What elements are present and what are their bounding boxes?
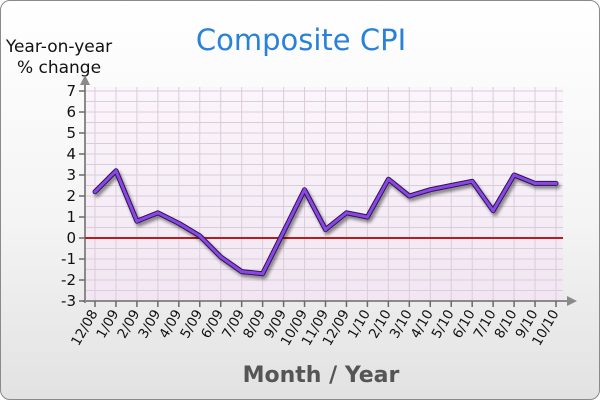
data-point	[512, 173, 516, 177]
data-point	[428, 188, 432, 192]
data-point	[156, 211, 160, 215]
data-point	[533, 181, 537, 185]
y-axis-arrow	[80, 75, 90, 85]
data-point	[281, 230, 286, 234]
data-point	[177, 221, 181, 225]
chart-title: Composite CPI	[195, 23, 407, 57]
y-tick-label: 2	[66, 187, 76, 205]
y-axis-label-line-1: Year-on-year	[5, 37, 113, 57]
data-point	[554, 181, 558, 185]
y-tick-label: 5	[66, 124, 76, 142]
data-point	[261, 272, 265, 276]
data-point	[219, 255, 223, 259]
y-axis-label-line-2: % change	[16, 58, 102, 78]
y-tick-label: 4	[66, 145, 76, 163]
data-point	[365, 215, 370, 219]
data-point	[323, 228, 328, 232]
plot-background	[85, 87, 563, 301]
y-tick-label: 7	[66, 82, 76, 100]
data-point	[470, 179, 474, 183]
y-tick-label: 1	[66, 208, 76, 226]
y-tick-label: 0	[66, 229, 76, 247]
x-axis-label: Month / Year	[242, 363, 400, 388]
data-point	[449, 183, 453, 188]
data-point	[114, 169, 118, 173]
data-point	[344, 211, 349, 215]
data-point	[240, 270, 244, 274]
data-point	[407, 194, 411, 198]
y-tick-label: 3	[66, 166, 76, 184]
data-point	[302, 188, 307, 192]
data-point	[93, 190, 97, 194]
data-point	[198, 234, 202, 238]
y-tick-label: -2	[61, 271, 76, 289]
x-axis-arrow	[567, 296, 577, 306]
y-tick-label: -1	[61, 250, 76, 268]
y-tick-label: -3	[61, 292, 76, 310]
y-axis-label: Year-on-year % change	[3, 37, 115, 79]
data-point	[491, 209, 495, 213]
data-point	[386, 177, 390, 181]
y-tick-label: 6	[66, 103, 76, 121]
data-point	[135, 219, 139, 223]
